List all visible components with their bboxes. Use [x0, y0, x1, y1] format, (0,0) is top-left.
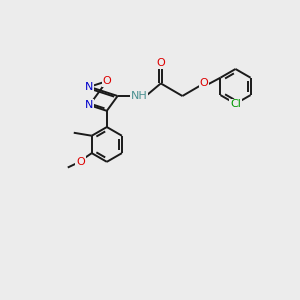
Text: O: O	[156, 58, 165, 68]
Text: Cl: Cl	[230, 99, 241, 110]
Text: N: N	[85, 100, 94, 110]
Text: O: O	[102, 76, 111, 86]
Text: O: O	[200, 78, 208, 88]
Text: N: N	[85, 82, 94, 92]
Text: O: O	[76, 157, 85, 166]
Text: NH: NH	[131, 91, 148, 101]
